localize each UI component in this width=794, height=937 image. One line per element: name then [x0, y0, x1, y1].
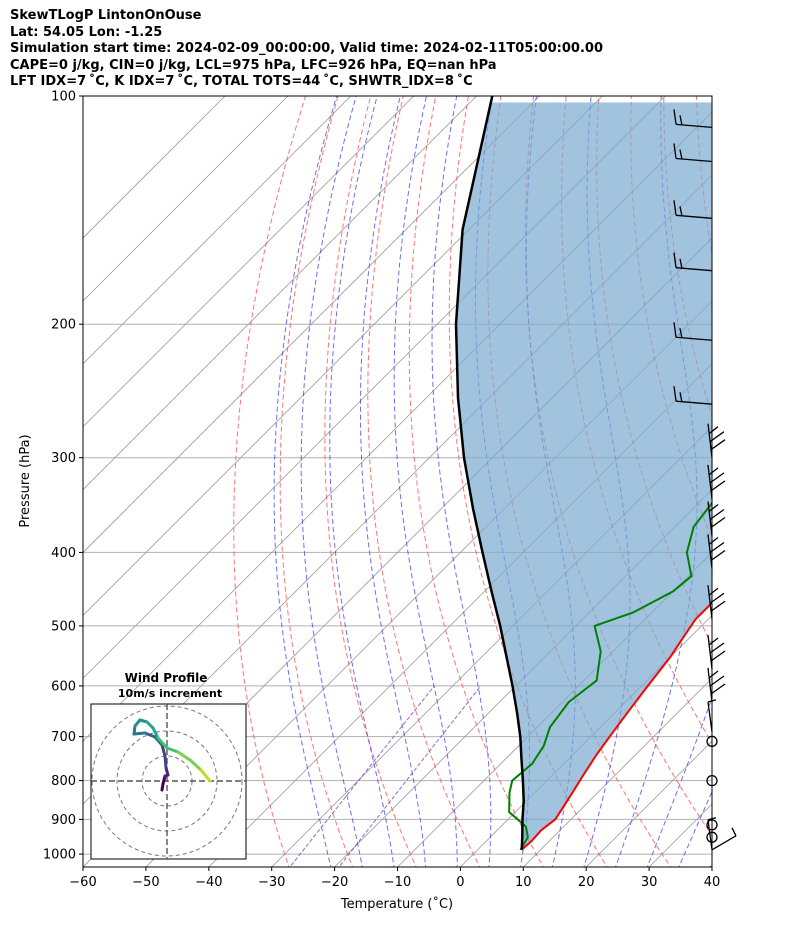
y-tick-label: 600	[51, 679, 76, 694]
moist-adiabat	[273, 96, 338, 867]
dry-adiabat	[729, 96, 794, 870]
y-tick-label: 200	[51, 318, 76, 333]
wind-barb	[673, 143, 713, 163]
dry-adiabat	[408, 96, 544, 867]
wind-barb	[673, 109, 713, 129]
axes: Temperature (˚C) Pressure (hPa) −60 −50 −4…	[18, 90, 720, 913]
index-params-line: LFT IDX=7 ˚C, K IDX=7 ˚C, TOTAL TOTS=44 …	[10, 74, 473, 89]
hodograph-trace-segment	[160, 743, 167, 758]
x-tick-label: −40	[195, 875, 222, 890]
wind-barb	[707, 534, 726, 569]
moist-adiabat	[431, 96, 492, 867]
hodograph-trace-segment	[176, 750, 192, 762]
hodograph-trace-segment	[188, 758, 203, 772]
wind-barb	[707, 585, 726, 620]
moist-adiabat	[393, 96, 458, 867]
parcel-profile	[454, 96, 525, 850]
x-tick-label: 10	[515, 875, 532, 890]
y-tick-label: 100	[51, 90, 76, 105]
wind-barb-calm	[706, 819, 718, 831]
wind-barb	[707, 423, 726, 458]
wind-barbs	[673, 109, 737, 851]
isotherm-line	[83, 96, 352, 365]
x-tick-label: 30	[641, 875, 658, 890]
cape-params-line: CAPE=0 j/kg, CIN=0 j/kg, LCL=975 hPa, LF…	[10, 57, 497, 73]
x-tick-label: −30	[258, 875, 285, 890]
wind-barb-calm	[706, 774, 718, 787]
wind-barb-calm	[706, 735, 718, 747]
dry-adiabat	[279, 96, 354, 867]
x-tick-label: −50	[132, 875, 159, 890]
x-tick-label: 0	[456, 875, 464, 890]
y-tick-label: 700	[51, 730, 76, 745]
isotherm-line	[83, 96, 540, 554]
plot-area	[83, 96, 794, 870]
wind-barb	[673, 386, 713, 405]
isotherm-line	[83, 96, 289, 302]
wind-barb	[707, 634, 726, 670]
title-block: SkewTLogP LintonOnOuse Lat: 54.05 Lon: -…	[10, 8, 603, 91]
x-tick-label: 40	[704, 875, 721, 890]
hodograph-trace-segment	[151, 726, 160, 740]
mixing-ratio-line	[338, 685, 482, 867]
x-tick-label: −20	[321, 875, 348, 890]
wind-barb	[673, 200, 713, 219]
y-tick-label: 300	[51, 451, 76, 466]
x-tick-label: −60	[69, 875, 96, 890]
simulation-time-line: Simulation start time: 2024-02-09_00:00:…	[10, 41, 603, 56]
y-tick-label: 900	[51, 813, 76, 828]
wind-barb	[707, 464, 726, 499]
dry-adiabat	[233, 96, 306, 867]
y-axis-label: Pressure (hPa)	[18, 434, 33, 527]
dry-adiabat	[367, 96, 481, 867]
hodograph-trace-segment	[199, 768, 212, 783]
isotherm-line	[83, 96, 414, 428]
y-tick-label: 500	[51, 619, 76, 634]
isotherm-line	[83, 96, 477, 491]
hodograph-trace-segment	[156, 736, 169, 750]
dry-adiabat	[762, 96, 794, 870]
temperature-profile	[521, 600, 712, 851]
moist-adiabat	[678, 790, 712, 867]
hodograph-inset: Wind Profile 10m/s increment	[90, 671, 247, 860]
chart-title: SkewTLogP LintonOnOuse	[10, 8, 202, 23]
y-tick-label: 400	[51, 546, 76, 561]
wind-barb	[673, 322, 713, 341]
isotherm-line	[523, 677, 712, 867]
isotherm-line	[83, 96, 226, 239]
wind-barb	[673, 252, 713, 272]
hodograph-trace-segment	[163, 754, 168, 770]
moist-adiabat	[360, 96, 427, 867]
dry-adiabat	[324, 96, 417, 867]
moist-adiabat	[646, 696, 712, 867]
cin-shaded-area	[456, 102, 712, 850]
wind-barb	[707, 667, 726, 703]
x-axis-label: Temperature (˚C)	[340, 896, 453, 912]
dry-adiabat	[448, 96, 608, 867]
hodograph-subtitle: 10m/s increment	[118, 687, 222, 700]
isotherm-line	[334, 489, 712, 867]
mixing-ratio-line	[289, 685, 435, 867]
hodograph-trace-segment	[165, 746, 180, 754]
hodograph-trace-segment	[153, 735, 164, 747]
y-tick-label: 800	[51, 774, 76, 789]
hodograph-title: Wind Profile	[125, 671, 208, 685]
wind-barb	[707, 501, 726, 536]
wind-barb-calm	[706, 831, 718, 843]
hodograph-trace-segment	[143, 731, 157, 739]
dewpoint-profile	[508, 501, 712, 851]
moist-adiabat	[329, 96, 395, 867]
moist-adiabat	[300, 96, 363, 867]
x-tick-label: −10	[384, 875, 411, 890]
hodograph-trace-segment	[132, 731, 147, 736]
location-line: Lat: 54.05 Lon: -1.25	[10, 24, 163, 40]
wind-barb	[707, 817, 737, 851]
y-tick-label: 1000	[43, 848, 76, 863]
x-tick-label: 20	[578, 875, 595, 890]
